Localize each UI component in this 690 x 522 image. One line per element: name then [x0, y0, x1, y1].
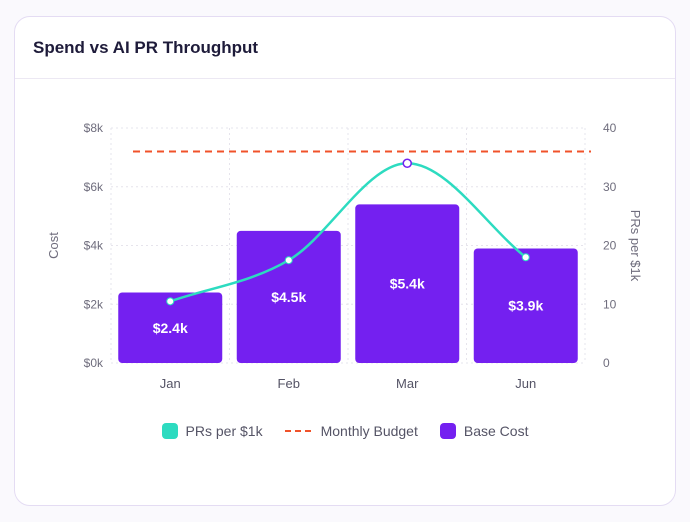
pr-point: [521, 253, 530, 262]
legend-label: Monthly Budget: [320, 423, 418, 439]
x-tick-label: Feb: [278, 376, 300, 391]
y-right-tick-label: 40: [603, 121, 617, 135]
pr-point: [284, 256, 293, 265]
chart-legend: PRs per $1k Monthly Budget Base Cost: [15, 423, 675, 439]
bar-base-cost: [236, 230, 341, 363]
card-header: Spend vs AI PR Throughput: [15, 17, 675, 79]
y-right-tick-label: 30: [603, 180, 617, 194]
y-left-tick-label: $2k: [84, 297, 104, 311]
y-right-tick-label: 20: [603, 239, 617, 253]
y-right-tick-label: 10: [603, 297, 617, 311]
chart-title: Spend vs AI PR Throughput: [33, 37, 259, 57]
x-tick-label: Jun: [515, 376, 536, 391]
pr-point: [166, 297, 175, 306]
y-left-tick-label: $8k: [84, 121, 104, 135]
y-right-axis-label: PRs per $1k: [628, 210, 643, 282]
combo-chart: $0k 0 $2k 10 $4k 20 $6k 30 $8k 40 Cost PRs per $1k $…: [46, 121, 643, 391]
x-tick-label: Mar: [396, 376, 419, 391]
bar-data-label: $5.4k: [390, 276, 425, 292]
legend-item: Monthly Budget: [284, 423, 418, 439]
y-left-tick-label: $6k: [84, 180, 104, 194]
pr-line: [169, 161, 527, 303]
y-left-axis-label: Cost: [46, 232, 61, 259]
bar-base-cost: [118, 292, 223, 363]
legend-label: PRs per $1k: [185, 423, 263, 439]
bar-base-cost: [473, 248, 578, 363]
bar-data-label: $3.9k: [508, 298, 543, 314]
legend-item: PRs per $1k: [161, 423, 263, 439]
legend-swatch: [284, 430, 313, 432]
y-left-tick-label: $4k: [84, 239, 104, 253]
bar-data-label: $4.5k: [271, 289, 306, 305]
legend-swatch: [439, 423, 456, 439]
legend-item: Base Cost: [439, 423, 529, 439]
legend-label: Base Cost: [463, 423, 529, 439]
y-right-tick-label: 0: [603, 356, 610, 370]
legend-swatch: [161, 423, 178, 439]
bar-base-cost: [355, 204, 460, 363]
chart-card: Spend vs AI PR Throughput $0k 0 $2k 10 $4k 20…: [14, 16, 676, 506]
x-tick-label: Jan: [160, 376, 181, 391]
bar-data-label: $2.4k: [153, 320, 188, 336]
y-left-tick-label: $0k: [84, 356, 104, 370]
pr-point: [402, 158, 412, 168]
